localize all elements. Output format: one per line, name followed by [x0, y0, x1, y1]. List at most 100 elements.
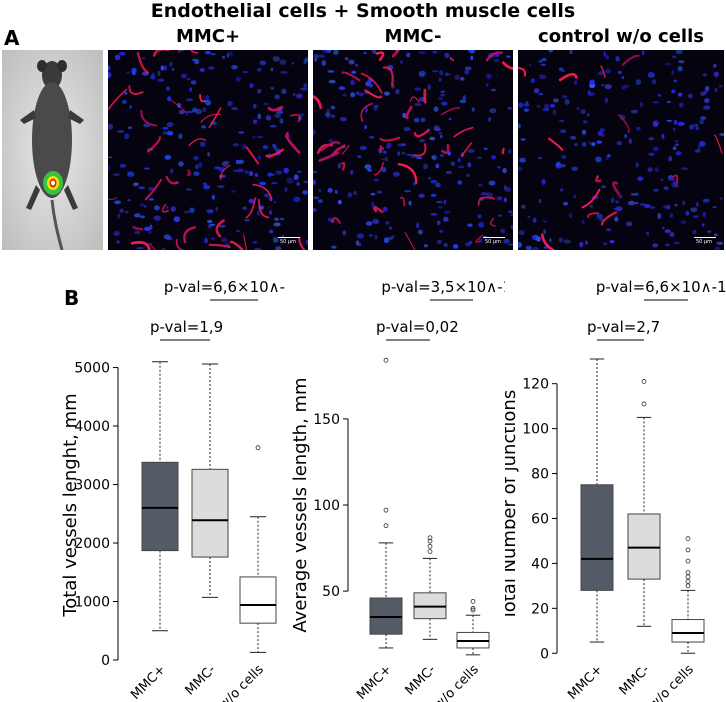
microscopy-image-control: 50 µm	[518, 50, 724, 250]
box-w-o-cells	[671, 536, 705, 654]
x-tick-label: MMC+	[565, 662, 606, 702]
mouse-silhouette	[2, 50, 103, 250]
y-tick-label: 50	[322, 584, 340, 600]
x-tick-label: MMC+	[128, 662, 169, 702]
pval-label: p-val=0,02	[376, 318, 459, 336]
y-tick-label: 80	[531, 467, 549, 483]
y-tick-label: 1000	[74, 595, 110, 611]
y-tick-label: 100	[522, 422, 549, 438]
y-tick-label: 5000	[74, 361, 110, 377]
box-iqr	[671, 619, 705, 643]
microscopy-render	[313, 50, 513, 250]
x-tick-label: MMC+	[354, 662, 395, 702]
box-mmc-	[369, 357, 403, 649]
pval-label: p-val=6,6×10∧-16	[596, 278, 726, 296]
outlier-point	[470, 605, 476, 611]
outlier-point	[685, 547, 691, 553]
image-label-control: control w/o cells	[538, 26, 704, 47]
y-tick-label: 150	[313, 412, 340, 428]
scale-bar	[694, 237, 716, 238]
x-tick-label: MMC-	[403, 662, 439, 698]
microscopy-image-mmc-plus: 50 µm	[108, 50, 308, 250]
box-mmc-	[413, 535, 447, 640]
outlier-point	[685, 574, 691, 580]
microscopy-render	[518, 50, 724, 250]
x-tick-label: MMC-	[183, 662, 219, 698]
y-tick-label: 0	[540, 646, 549, 662]
y-axis-label: Total Number of junctions	[505, 390, 520, 621]
outlier-point	[383, 357, 389, 363]
outlier-point	[685, 578, 691, 584]
outlier-point	[641, 379, 647, 384]
outlier-point	[685, 536, 691, 542]
image-label-mmc-minus: MMC-	[384, 26, 442, 47]
box-mmc-	[141, 361, 179, 632]
panel-b-label: B	[64, 286, 80, 310]
vessels	[518, 54, 723, 250]
y-tick-label: 120	[522, 377, 549, 393]
outlier-point	[255, 445, 261, 451]
box-iqr	[580, 484, 614, 591]
vessels	[313, 50, 513, 250]
outlier-point	[427, 535, 433, 541]
box-w-o-cells	[456, 599, 490, 656]
y-tick-label: 3000	[74, 478, 110, 494]
microscopy-image-mmc-minus: 50 µm	[313, 50, 513, 250]
image-label-mmc-plus: MMC+	[175, 26, 241, 47]
y-axis-label: Average vessels length, mm	[290, 377, 311, 632]
pval-label: p-val=6,6×10∧-16	[164, 278, 285, 296]
figure-title: Endothelial cells + Smooth muscle cells	[150, 0, 576, 22]
nuclei	[108, 50, 308, 250]
panel-a-label: A	[4, 26, 20, 50]
nuclei	[313, 50, 513, 249]
outlier-point	[685, 583, 691, 589]
x-tick-label: w/o cells	[216, 662, 267, 702]
box-mmc-	[627, 379, 661, 627]
pval-label: p-val=1,9	[150, 318, 223, 336]
x-tick-label: w/o cells	[431, 662, 482, 702]
box-mmc-	[191, 363, 229, 598]
y-tick-label: 20	[531, 601, 549, 617]
boxplot-total-vessels-length: 0 1000 2000 3000 4000 5000 Total vessels lengh…	[60, 278, 285, 702]
outlier-point	[685, 569, 691, 575]
pval-label: p-val=3,5×10∧-14	[381, 278, 505, 296]
y-tick-label: 60	[531, 511, 549, 527]
scale-bar-label: 50 µm	[485, 239, 502, 245]
scale-bar	[278, 237, 300, 238]
outlier-point	[641, 401, 647, 407]
box-iqr	[239, 576, 277, 624]
box-iqr	[141, 461, 179, 552]
outlier-point	[470, 599, 476, 604]
mouse-image	[2, 50, 103, 250]
scale-bar-label: 50 µm	[280, 239, 297, 245]
outlier-point	[427, 538, 433, 544]
outlier-point	[383, 523, 389, 529]
outlier-point	[383, 507, 389, 513]
y-axis-label: Total vessels lenght, mm	[60, 393, 81, 617]
box-w-o-cells	[239, 445, 277, 653]
box-iqr	[627, 513, 661, 580]
outlier-point	[427, 543, 433, 549]
pval-label: p-val=2,7	[587, 318, 660, 336]
y-tick-label: 100	[313, 498, 340, 514]
microscopy-render	[108, 50, 308, 250]
y-tick-label: 40	[531, 556, 549, 572]
micro-background	[313, 50, 513, 250]
box-mmc-	[580, 358, 614, 643]
micro-background	[518, 50, 724, 250]
x-tick-label: w/o cells	[646, 662, 697, 702]
outlier-point	[685, 558, 691, 564]
outlier-point	[427, 549, 433, 554]
y-tick-label: 2000	[74, 536, 110, 552]
y-tick-label: 4000	[74, 419, 110, 435]
vessels	[108, 50, 306, 250]
scale-bar-label: 50 µm	[696, 239, 713, 245]
scale-bar	[483, 237, 505, 238]
y-tick-label: 0	[101, 653, 110, 669]
box-iqr	[191, 468, 229, 558]
outlier-point	[470, 607, 476, 613]
x-tick-label: MMC-	[617, 662, 653, 698]
nuclei	[518, 50, 724, 250]
